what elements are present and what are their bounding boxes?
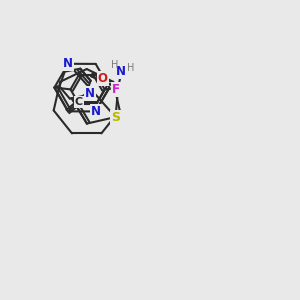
Text: N: N [63, 57, 73, 70]
Text: H: H [111, 60, 118, 70]
Text: F: F [112, 83, 120, 96]
Text: S: S [111, 110, 120, 124]
Text: C: C [75, 97, 83, 107]
Text: H: H [127, 63, 134, 73]
Text: O: O [98, 72, 108, 85]
Text: N: N [85, 87, 94, 100]
Text: N: N [91, 105, 100, 118]
Text: N: N [116, 65, 126, 78]
